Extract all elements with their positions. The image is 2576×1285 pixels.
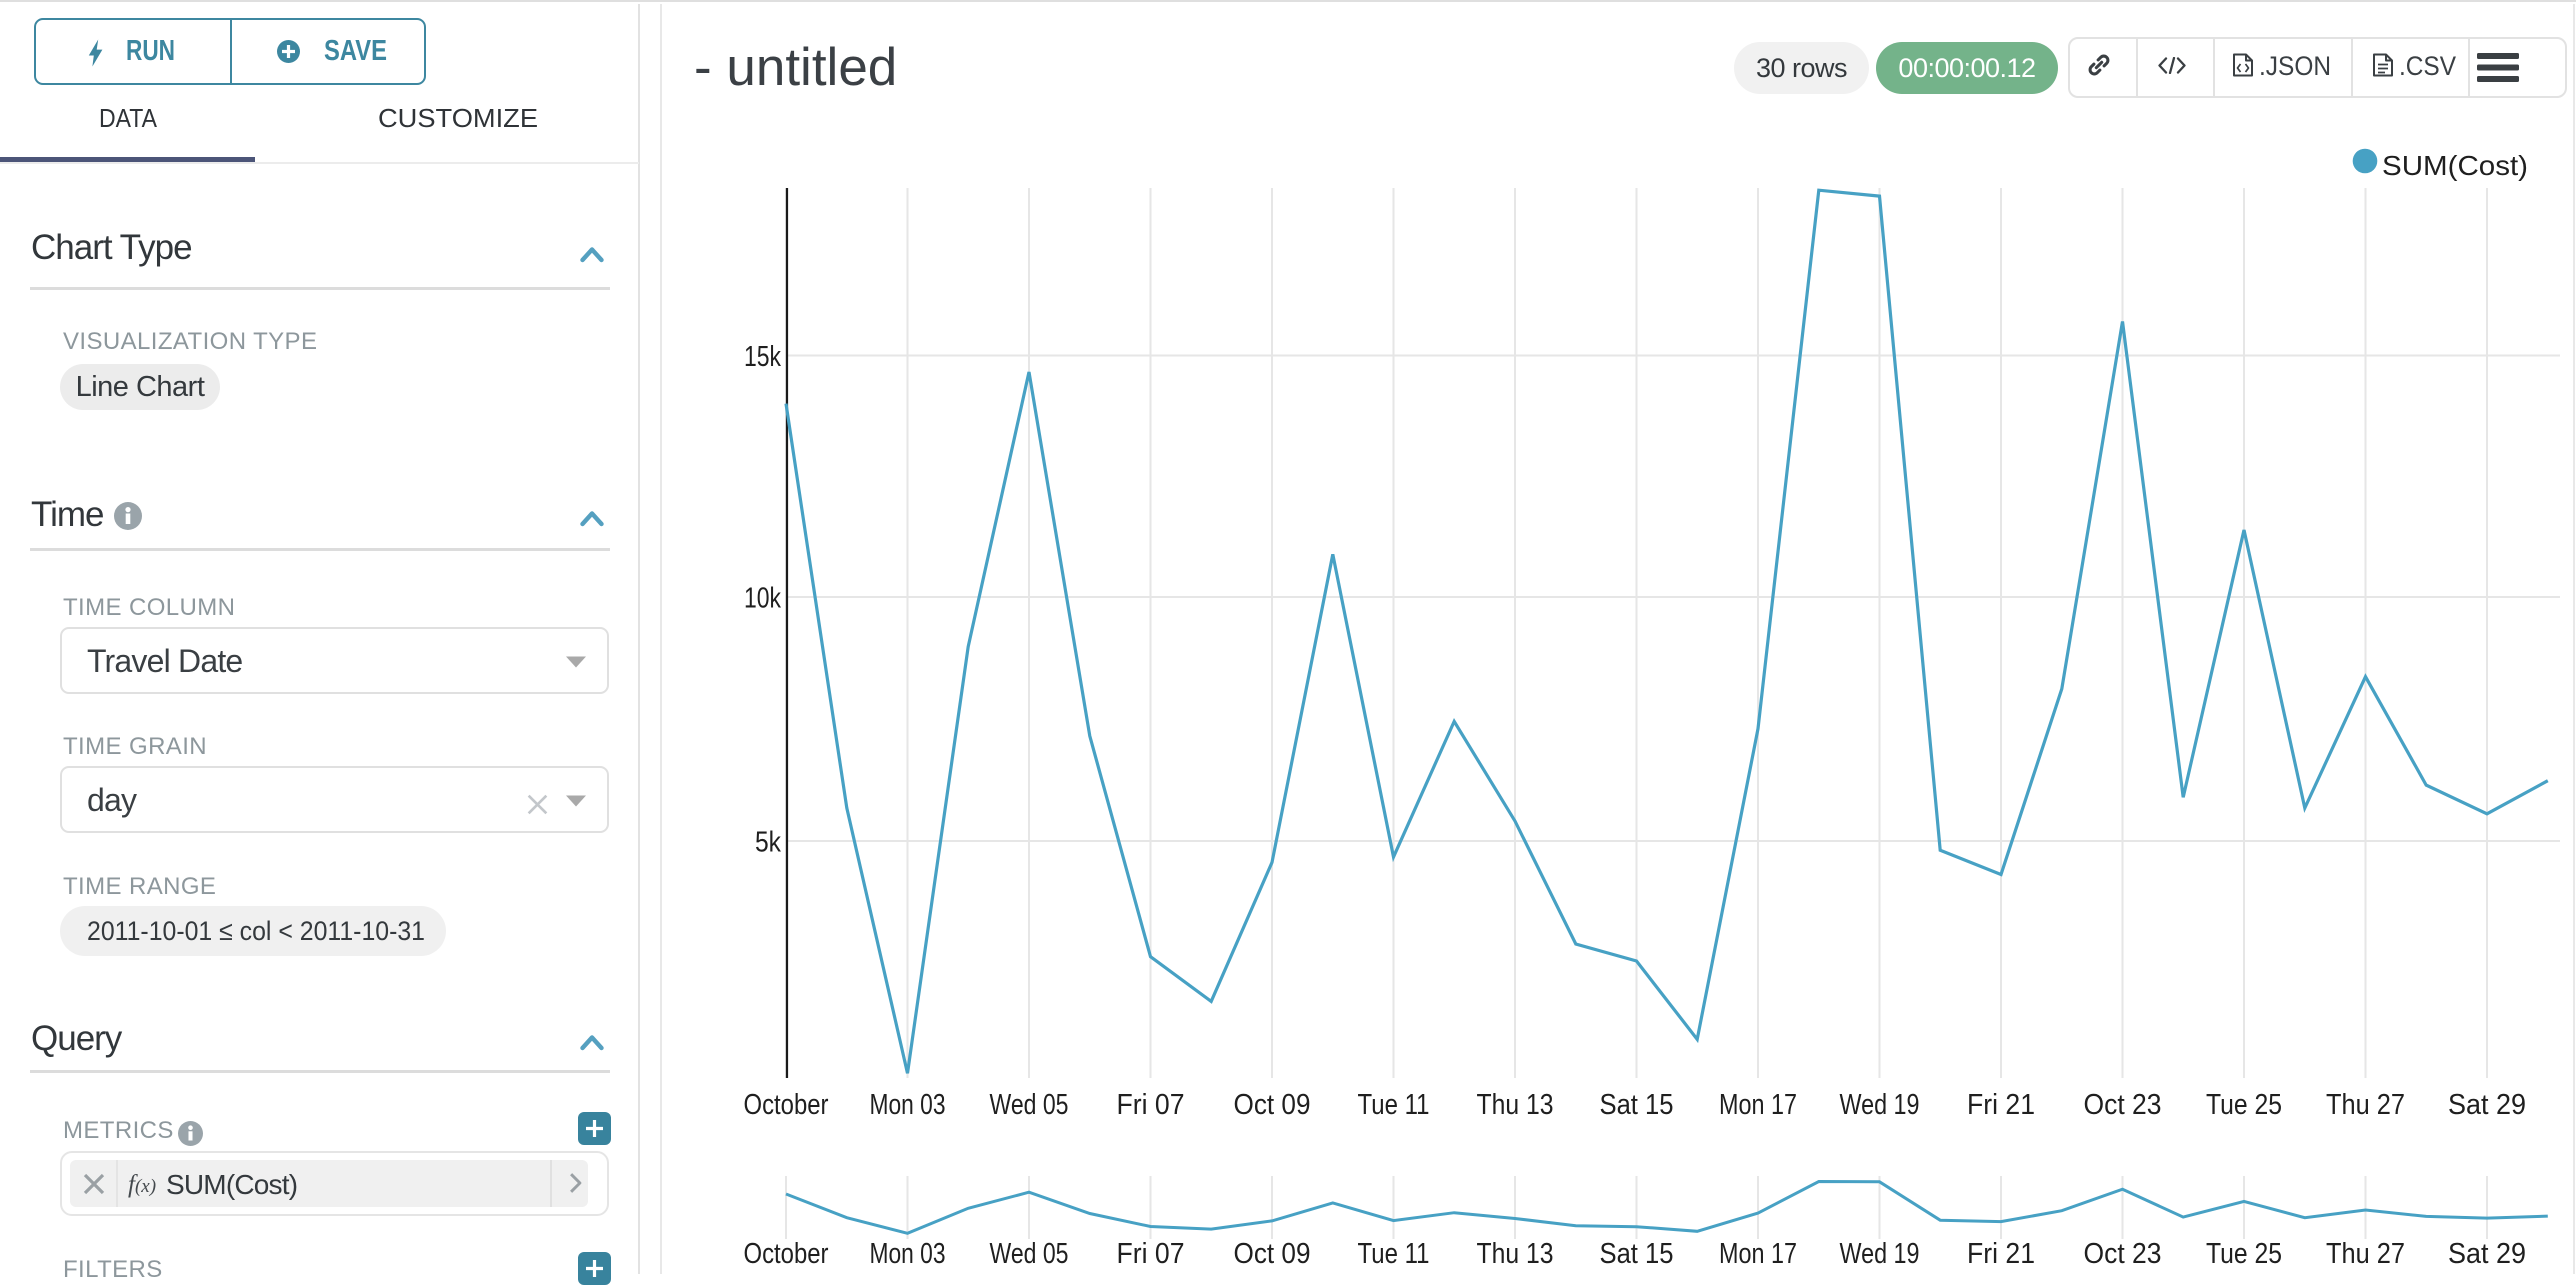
svg-text:SUM(Cost): SUM(Cost) — [2382, 150, 2528, 181]
svg-text:Sat 15: Sat 15 — [1600, 1238, 1674, 1270]
svg-text:Fri 21: Fri 21 — [1967, 1089, 2035, 1121]
svg-text:Tue 11: Tue 11 — [1358, 1089, 1430, 1121]
svg-text:.JSON: .JSON — [2259, 51, 2331, 81]
svg-text:Wed 19: Wed 19 — [1840, 1089, 1920, 1121]
svg-text:Mon 03: Mon 03 — [870, 1089, 946, 1121]
svg-text:Sat 15: Sat 15 — [1600, 1089, 1674, 1121]
svg-text:Oct 23: Oct 23 — [2084, 1089, 2162, 1121]
svg-text:Wed 05: Wed 05 — [990, 1089, 1069, 1121]
svg-text:5k: 5k — [755, 827, 781, 859]
svg-text:.CSV: .CSV — [2399, 51, 2456, 81]
svg-text:Oct 09: Oct 09 — [1234, 1238, 1311, 1270]
svg-text:Wed 19: Wed 19 — [1840, 1238, 1920, 1270]
svg-text:Sat 29: Sat 29 — [2448, 1238, 2526, 1270]
svg-text:Thu 13: Thu 13 — [1477, 1238, 1554, 1270]
svg-text:Sat 29: Sat 29 — [2448, 1089, 2526, 1121]
svg-text:Thu 13: Thu 13 — [1477, 1089, 1554, 1121]
svg-text:Fri 07: Fri 07 — [1117, 1089, 1185, 1121]
svg-text:CUSTOMIZE: CUSTOMIZE — [378, 103, 538, 132]
svg-text:Oct 23: Oct 23 — [2084, 1238, 2162, 1270]
svg-text:Tue 25: Tue 25 — [2206, 1238, 2282, 1270]
svg-text:October: October — [744, 1238, 829, 1270]
svg-text:October: October — [744, 1089, 829, 1121]
svg-text:Thu 27: Thu 27 — [2326, 1089, 2405, 1121]
svg-text:Fri 07: Fri 07 — [1117, 1238, 1185, 1270]
svg-text:Thu 27: Thu 27 — [2326, 1238, 2405, 1270]
svg-text:Tue 11: Tue 11 — [1358, 1238, 1430, 1270]
svg-text:DATA: DATA — [99, 103, 158, 132]
svg-text:Mon 17: Mon 17 — [1719, 1089, 1797, 1121]
svg-text:2011-10-01 ≤ col < 2011-10-31: 2011-10-01 ≤ col < 2011-10-31 — [87, 916, 425, 946]
svg-text:Oct 09: Oct 09 — [1234, 1089, 1311, 1121]
svg-text:SAVE: SAVE — [324, 38, 387, 64]
svg-text:10k: 10k — [744, 583, 781, 615]
svg-text:15k: 15k — [744, 341, 781, 373]
svg-text:Mon 03: Mon 03 — [870, 1238, 946, 1270]
svg-text:Fri 21: Fri 21 — [1967, 1238, 2035, 1270]
svg-text:Mon 17: Mon 17 — [1719, 1238, 1797, 1270]
svg-text:RUN: RUN — [126, 38, 175, 64]
svg-text:Tue 25: Tue 25 — [2206, 1089, 2282, 1121]
svg-text:Wed 05: Wed 05 — [990, 1238, 1069, 1270]
